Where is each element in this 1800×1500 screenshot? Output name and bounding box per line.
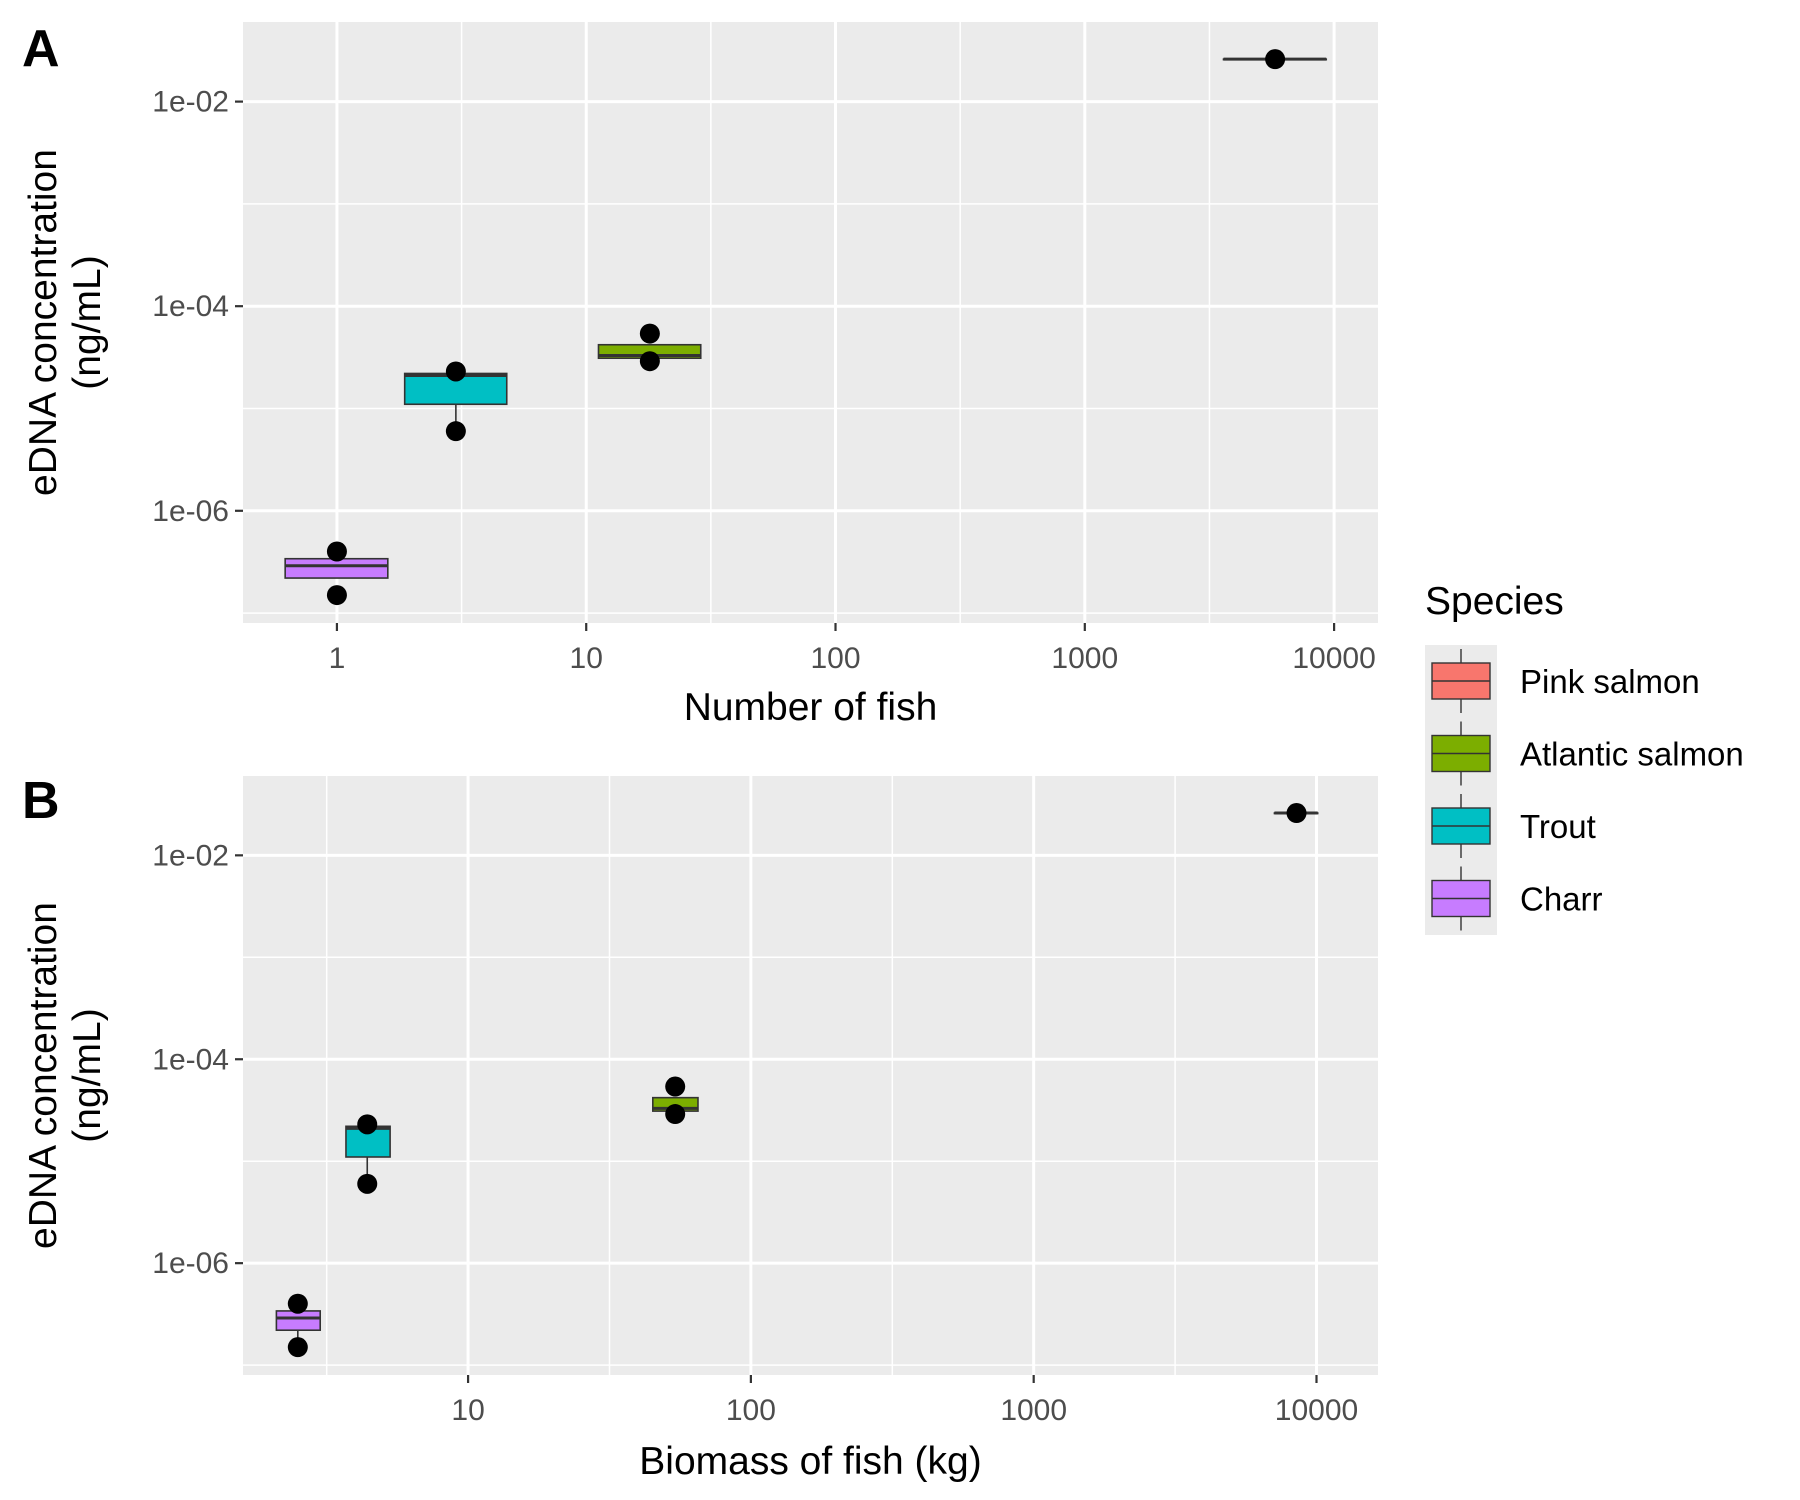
legend-label: Charr: [1520, 881, 1603, 918]
x-tick-label: 10000: [1275, 1394, 1358, 1427]
box-trout: [403, 361, 508, 442]
data-point: [639, 351, 660, 372]
box-atlantic-salmon: [652, 1076, 699, 1125]
x-tick-label: 1000: [1000, 1394, 1067, 1427]
x-tick-label: 10: [451, 1394, 484, 1427]
panel-b-label: B: [22, 772, 60, 830]
panel-b-y-axis-title-line2: (ng/mL): [66, 1008, 109, 1142]
panel-a-y-axis-title-line2: (ng/mL): [66, 255, 109, 389]
panel-a-major-grid: [243, 22, 1378, 623]
data-point: [1265, 49, 1286, 70]
panel-a-plot-background: [243, 22, 1378, 623]
data-point: [326, 585, 347, 606]
legend-item-trout: Trout: [1431, 794, 1596, 858]
data-point: [639, 323, 660, 344]
legend-label: Pink salmon: [1520, 663, 1700, 700]
legend-label: Trout: [1520, 808, 1596, 845]
x-tick-label: 100: [810, 642, 860, 675]
data-point: [287, 1293, 308, 1314]
data-point: [445, 421, 466, 442]
legend-title: Species: [1425, 580, 1564, 623]
y-tick-label: 1e-06: [152, 495, 229, 528]
data-point: [665, 1076, 686, 1097]
panel-a-label: A: [22, 20, 60, 78]
box-pink-salmon: [1222, 49, 1328, 70]
panel-a-ticks: 1 10 100 1000 10000 1e-06 1e-04 1e-02: [152, 86, 1376, 675]
data-point: [287, 1337, 308, 1358]
panel-b-major-grid: [243, 776, 1378, 1375]
y-tick-label: 1e-02: [152, 839, 229, 872]
panel-b: B 10 100 1000 10000 1e-06 1e-04 1e-02 Biomass …: [22, 772, 1378, 1483]
panel-b-boxes: [275, 803, 1319, 1358]
x-tick-label: 1: [329, 642, 346, 675]
box-body: [275, 1310, 322, 1332]
panel-b-y-axis-title: eDNA concentration (ng/mL): [22, 902, 109, 1249]
panel-a: A 1 10 100 1000 10000 1e-06 1e-04 1e-02 Number …: [22, 20, 1378, 729]
x-tick-label: 10000: [1292, 642, 1375, 675]
y-tick-label: 1e-02: [152, 86, 229, 119]
data-point: [445, 361, 466, 382]
legend-items: Pink salmon Atlantic salmon Trout Charr: [1431, 649, 1744, 931]
box-charr: [284, 541, 389, 606]
legend-label: Atlantic salmon: [1520, 736, 1744, 773]
box-body: [284, 557, 389, 579]
panel-b-plot-background: [243, 776, 1378, 1375]
panel-a-minor-grid: [243, 22, 1378, 623]
x-tick-label: 10: [570, 642, 603, 675]
box-atlantic-salmon: [597, 323, 702, 372]
y-tick-label: 1e-04: [152, 1043, 229, 1076]
legend-item-atlantic-salmon: Atlantic salmon: [1431, 721, 1744, 786]
panel-b-x-axis-title: Biomass of fish (kg): [639, 1440, 981, 1483]
y-tick-label: 1e-04: [152, 290, 229, 323]
data-point: [357, 1173, 378, 1194]
y-tick-label: 1e-06: [152, 1247, 229, 1280]
data-point: [1286, 803, 1307, 824]
data-point: [326, 541, 347, 562]
box-pink-salmon: [1273, 803, 1319, 824]
legend-item-pink-salmon: Pink salmon: [1431, 649, 1700, 713]
x-tick-label: 1000: [1051, 642, 1118, 675]
panel-a-y-axis-title-line1: eDNA concentration: [22, 149, 65, 496]
x-tick-label: 100: [726, 1394, 776, 1427]
panel-a-y-axis-title: eDNA concentration (ng/mL): [22, 149, 109, 496]
data-point: [665, 1104, 686, 1125]
legend: Species Pink salmon Atlantic salmon Trout C…: [1425, 580, 1744, 935]
box-trout: [345, 1114, 391, 1194]
panel-b-ticks: 10 100 1000 10000 1e-06 1e-04 1e-02: [152, 839, 1358, 1427]
box-charr: [275, 1293, 322, 1358]
panel-a-x-axis-title: Number of fish: [684, 686, 938, 729]
panel-a-boxes: [284, 49, 1328, 606]
legend-item-charr: Charr: [1431, 866, 1603, 931]
panel-b-minor-grid: [243, 776, 1378, 1375]
data-point: [357, 1114, 378, 1135]
panel-b-y-axis-title-line1: eDNA concentration: [22, 902, 65, 1249]
